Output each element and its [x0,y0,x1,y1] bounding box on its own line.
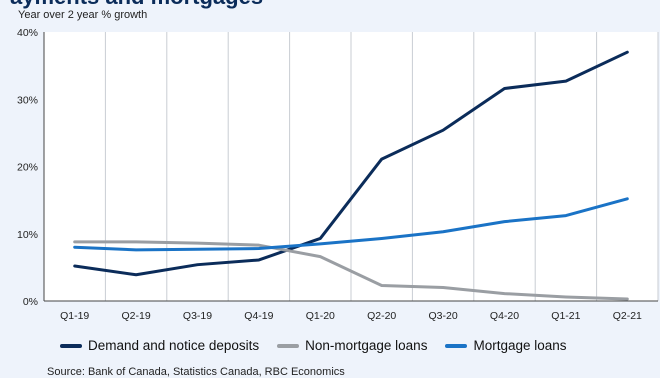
x-tick-label: Q1-21 [551,310,580,322]
legend-label: Demand and notice deposits [88,338,260,353]
legend-item-mortgage-loans: Mortgage loans [445,338,567,353]
x-tick-label: Q1-19 [60,310,89,322]
chart-subtitle: Year over 2 year % growth [18,9,148,21]
legend-swatch [60,343,82,348]
chart-legend: Demand and notice deposits Non-mortgage l… [60,338,567,353]
legend-item-demand-and-notice-deposits: Demand and notice deposits [60,338,259,353]
y-tick-label: 20% [17,162,38,174]
legend-swatch [277,343,300,348]
y-tick-label: 40% [17,27,38,39]
source-note: Source: Bank of Canada, Statistics Canad… [47,366,345,378]
x-tick-label: Q2-19 [122,310,151,322]
x-tick-label: Q4-20 [490,310,519,322]
x-tick-label: Q2-21 [613,310,642,322]
x-tick-label: Q3-20 [429,310,458,322]
legend-swatch [445,343,468,348]
legend-label: Mortgage loans [473,338,567,353]
y-tick-label: 10% [17,229,38,241]
x-tick-label: Q2-20 [367,310,396,322]
y-tick-label: 0% [23,296,38,308]
legend-item-non-mortgage-loans: Non-mortgage loans [277,338,427,353]
x-tick-label: Q1-20 [306,310,335,322]
x-tick-label: Q4-19 [244,310,273,322]
y-tick-label: 30% [17,94,38,106]
legend-label: Non-mortgage loans [305,338,428,353]
line-chart: 0% 10% 20% 30% 40% Q1-19 Q2-19 Q3-19 Q4-19 Q1-20 Q… [17,27,659,322]
chart-title-partial: ayments and mortgages [10,0,263,10]
x-tick-label: Q3-19 [183,310,212,322]
series-line-non-mortgage-loans [73,240,629,301]
series-line-mortgage-loans [73,197,629,252]
series-line-demand-and-notice-deposits [73,50,629,277]
